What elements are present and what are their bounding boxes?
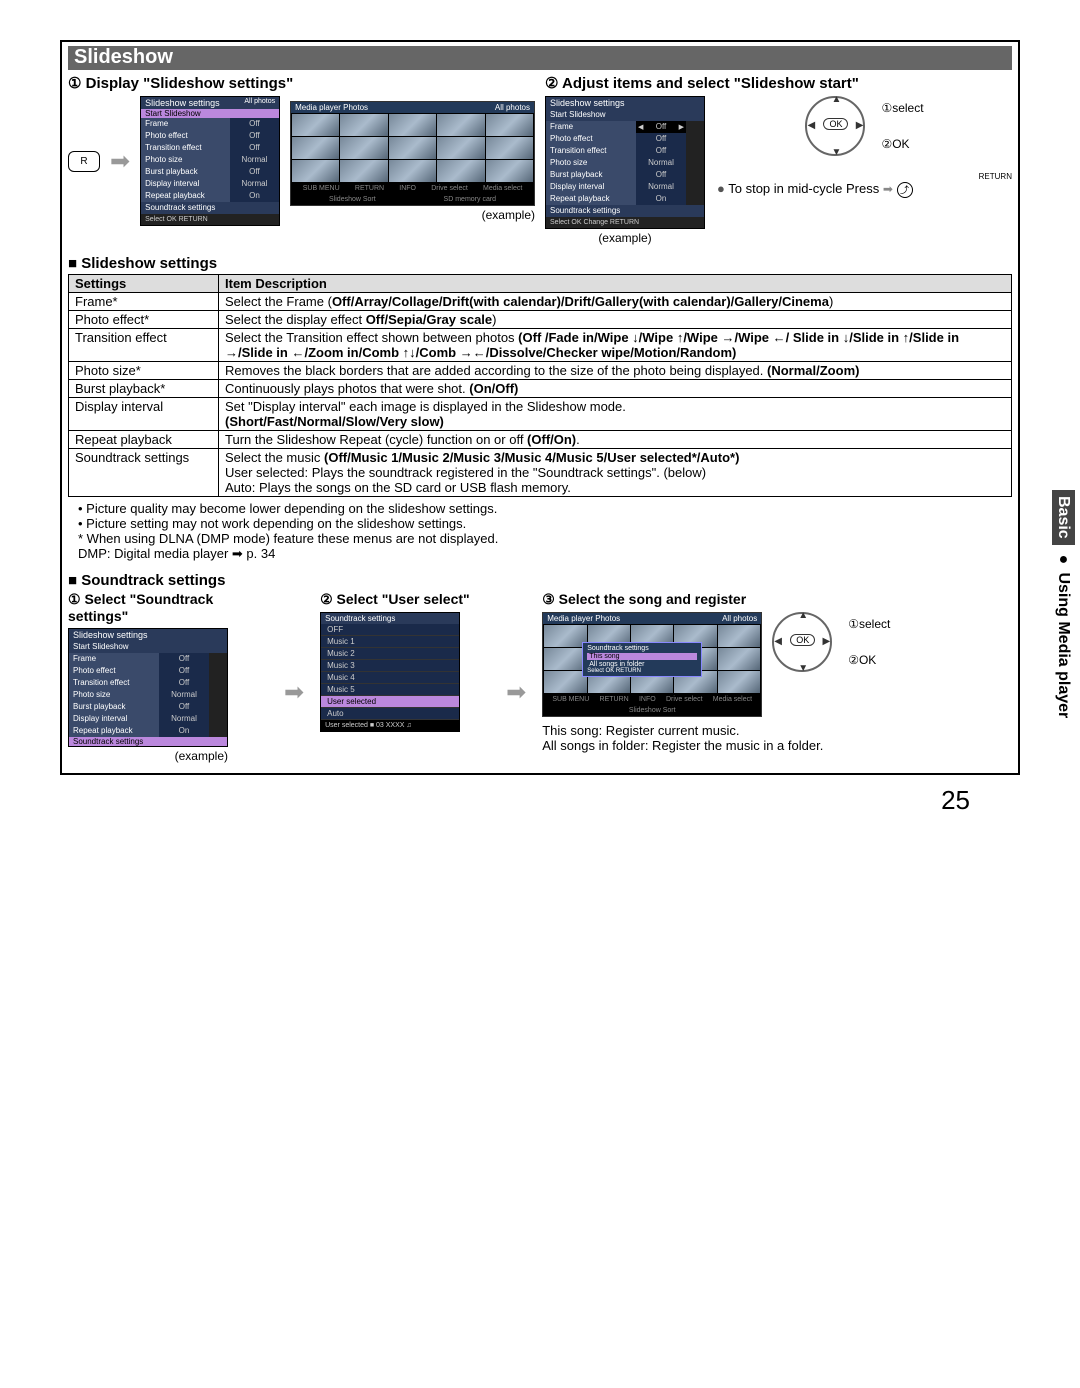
remote-dpad: OK ▲ ▼ ◀ ▶ ①select ②OK <box>717 96 1012 156</box>
list-item: Auto <box>321 708 459 720</box>
page-number: 25 <box>60 785 1020 816</box>
step2-head: ② Adjust items and select "Slideshow sta… <box>545 74 1012 92</box>
list-item: Music 1 <box>321 636 459 648</box>
table-cell: Frame* <box>69 293 219 311</box>
st-col3: ③ Select the song and register Media pla… <box>542 591 1012 753</box>
st2-list: Soundtrack settings OFFMusic 1Music 2Mus… <box>320 612 460 732</box>
st3-note2: All songs in folder: Register the music … <box>542 738 1012 753</box>
table-cell: Soundtrack settings <box>69 449 219 497</box>
example-label: (example) <box>545 231 705 245</box>
st-col1: ① Select "Soundtrack settings" Slideshow… <box>68 591 268 763</box>
st3-head: ③ Select the song and register <box>542 591 1012 608</box>
table-cell: Select the Frame (Off/Array/Collage/Drif… <box>219 293 1012 311</box>
example-label: (example) <box>290 208 535 222</box>
th-desc: Item Description <box>219 275 1012 293</box>
table-cell: Turn the Slideshow Repeat (cycle) functi… <box>219 431 1012 449</box>
ok-button: OK <box>790 634 815 646</box>
step1-photo-panel: Media player PhotosAll photos SUB MENU R… <box>290 101 535 206</box>
step2-col: ② Adjust items and select "Slideshow sta… <box>545 74 1012 245</box>
arrow-icon: ➡ <box>284 648 304 707</box>
note-item: * When using DLNA (DMP mode) feature the… <box>78 531 1012 546</box>
step1-col: ① Display "Slideshow settings" R ➡ Slide… <box>68 74 535 245</box>
remote-dpad: OK ▲ ▼ ◀ ▶ ①select ②OK <box>772 612 890 717</box>
step2-osd: Slideshow settings Start Slideshow Frame… <box>545 96 705 229</box>
table-cell: Photo size* <box>69 362 219 380</box>
arrow-icon: ➡ <box>110 147 130 176</box>
table-cell: Photo effect* <box>69 311 219 329</box>
table-cell: Set "Display interval" each image is dis… <box>219 398 1012 431</box>
st-col2: ② Select "User select" Soundtrack settin… <box>320 591 490 732</box>
slideshow-settings-head: Slideshow settings <box>68 255 1012 272</box>
notes-list: • Picture quality may become lower depen… <box>78 501 1012 562</box>
note-item: • Picture setting may not work depending… <box>78 516 1012 531</box>
st2-head: ② Select "User select" <box>320 591 490 608</box>
th-settings: Settings <box>69 275 219 293</box>
table-cell: Select the display effect Off/Sepia/Gray… <box>219 311 1012 329</box>
example-label: (example) <box>68 749 228 763</box>
table-cell: Repeat playback <box>69 431 219 449</box>
table-cell: Removes the black borders that are added… <box>219 362 1012 380</box>
arrow-icon: ➡ <box>506 648 526 707</box>
table-cell: Display interval <box>69 398 219 431</box>
settings-table: Settings Item Description Frame*Select t… <box>68 274 1012 497</box>
step1-head: ① Display "Slideshow settings" <box>68 74 535 92</box>
note-item: DMP: Digital media player ➡ p. 34 <box>78 546 1012 562</box>
ok-button: OK <box>823 118 848 130</box>
st3-note1: This song: Register current music. <box>542 723 1012 738</box>
step1-osd: Slideshow settingsAll photos Start Slide… <box>140 96 280 226</box>
section-title-bar: Slideshow <box>68 46 1012 70</box>
list-item: Music 3 <box>321 660 459 672</box>
table-cell: Select the Transition effect shown betwe… <box>219 329 1012 362</box>
table-cell: Continuously plays photos that were shot… <box>219 380 1012 398</box>
list-item: Music 4 <box>321 672 459 684</box>
return-button-icon: ⤴ <box>897 182 913 198</box>
list-item: User selected <box>321 696 459 708</box>
soundtrack-popup: Soundtrack settings This song All songs … <box>582 642 702 677</box>
table-cell: Select the music (Off/Music 1/Music 2/Mu… <box>219 449 1012 497</box>
soundtrack-settings-head: Soundtrack settings <box>68 572 1012 589</box>
st1-head: ① Select "Soundtrack settings" <box>68 591 268 624</box>
list-item: Music 5 <box>321 684 459 696</box>
list-item: OFF <box>321 624 459 636</box>
section-title: Slideshow <box>74 46 173 69</box>
return-label: RETURN <box>717 172 1012 181</box>
table-cell: Burst playback* <box>69 380 219 398</box>
stop-note: To stop in mid-cycle Press <box>717 181 879 196</box>
side-tab: Basic● Using Media player <box>1054 490 1072 724</box>
remote-r-button: R <box>68 151 100 172</box>
main-content: Slideshow ① Display "Slideshow settings"… <box>60 40 1020 775</box>
st1-osd: Slideshow settings Start Slideshow Frame… <box>68 628 228 747</box>
list-item: Music 2 <box>321 648 459 660</box>
note-item: • Picture quality may become lower depen… <box>78 501 1012 516</box>
table-cell: Transition effect <box>69 329 219 362</box>
